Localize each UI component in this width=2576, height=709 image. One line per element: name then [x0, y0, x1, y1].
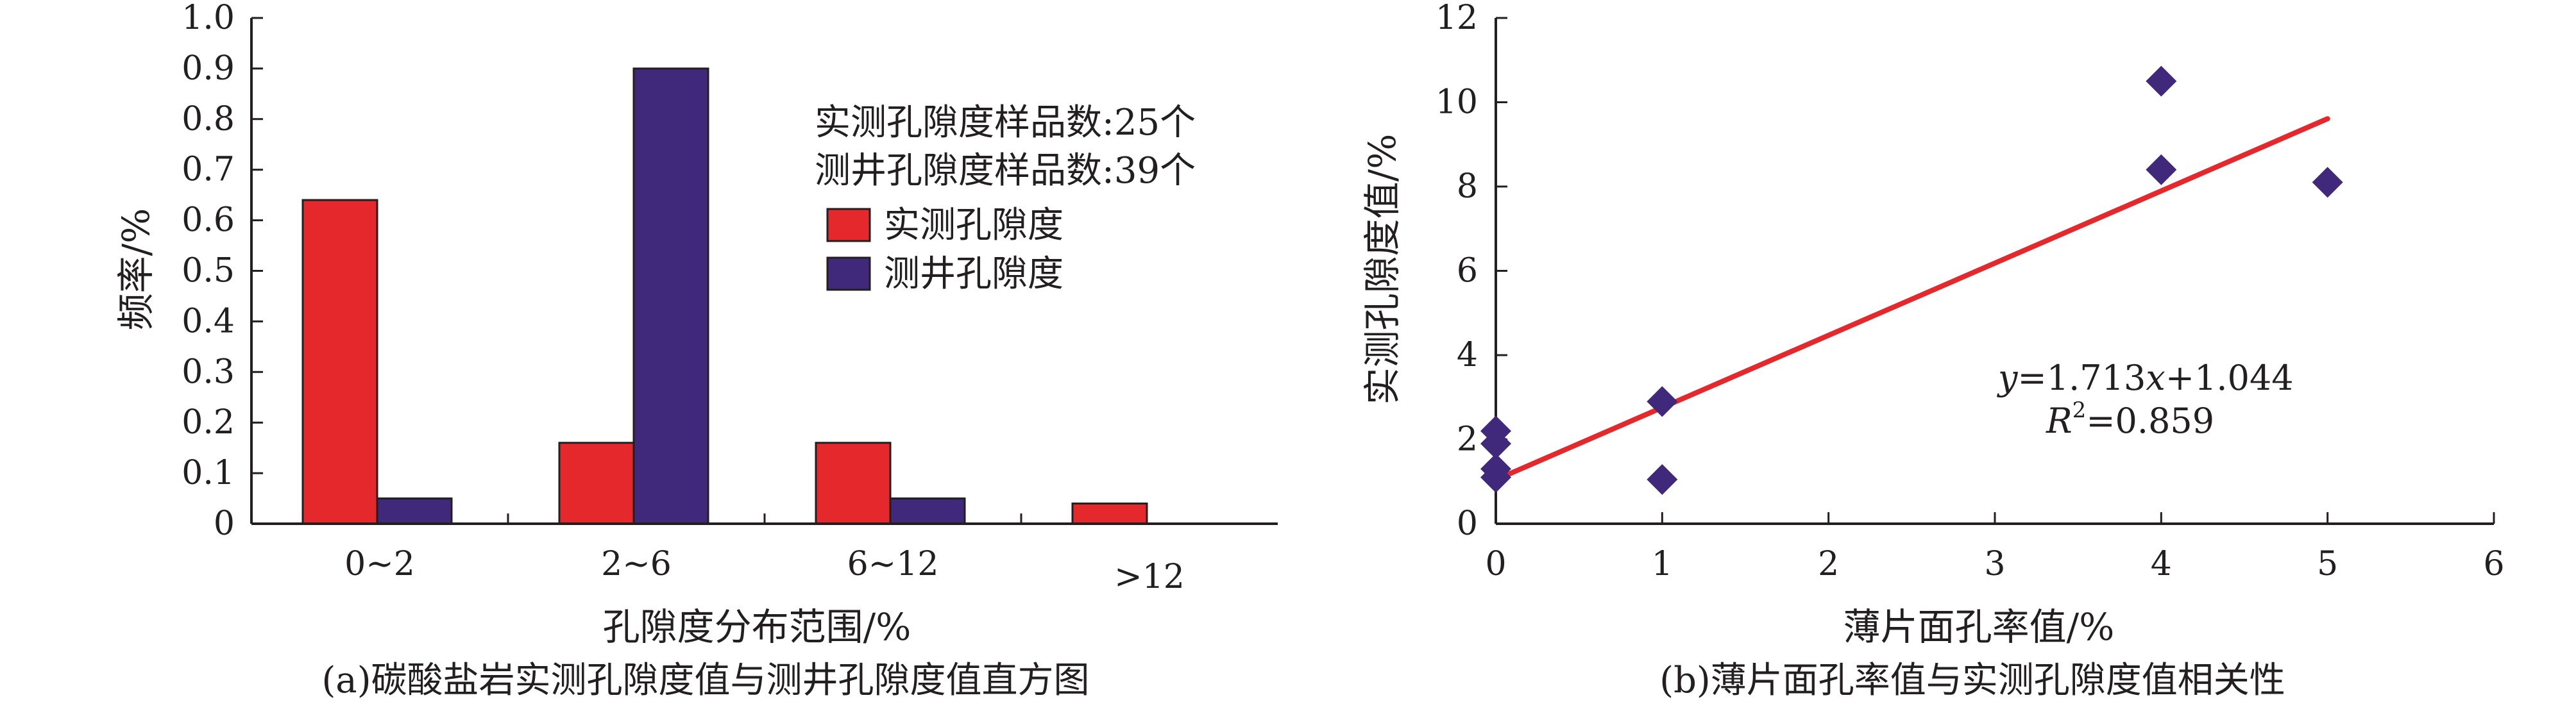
scatter-x-tick-label: 0	[1485, 545, 1506, 583]
histogram-category-label: >12	[1114, 558, 1185, 596]
scatter-y-tick-label: 4	[1457, 336, 1478, 374]
histogram-x-ticks: 0~2 2~6 6~12 >12	[344, 513, 1185, 596]
scatter-x-axis-title: 薄片面孔率值/%	[1843, 605, 2115, 649]
histogram-category-label: 2~6	[601, 545, 672, 583]
scatter-x-tick-label: 1	[1652, 545, 1673, 583]
r-squared: R2=0.859	[2046, 397, 2214, 441]
regression-equation: y=1.713x+1.044	[1997, 358, 2294, 398]
scatter-y-tick-label: 2	[1457, 421, 1478, 459]
histogram-x-axis-title: 孔隙度分布范围/%	[603, 605, 911, 649]
legend-label-logging: 测井孔隙度	[884, 253, 1063, 295]
trendline	[1493, 116, 2330, 483]
bar-logging	[376, 497, 453, 525]
histogram-y-tick-label: 0.9	[182, 49, 235, 88]
legend-swatch-logging	[826, 256, 871, 291]
bar-logging	[889, 497, 966, 525]
eq-y: y	[1997, 358, 2019, 398]
histogram-bars	[301, 67, 1148, 525]
scatter-y-tick-label: 0	[1457, 505, 1478, 543]
legend-swatch-measured	[826, 208, 871, 242]
histogram-y-tick-label: 0.1	[182, 454, 235, 492]
histogram-y-tick-label: 1.0	[182, 0, 235, 37]
histogram-category-label: 0~2	[344, 545, 415, 583]
r-symbol: R	[2046, 401, 2072, 441]
scatter-point	[2146, 65, 2177, 97]
scatter-y-tick-label: 6	[1457, 252, 1478, 290]
scatter-x-tick-label: 3	[1984, 545, 2005, 583]
histogram-y-tick-label: 0	[214, 505, 235, 543]
histogram-caption: (a)碳酸盐岩实测孔隙度值与测井孔隙度值直方图	[321, 660, 1089, 701]
histogram-y-axis-title: 频率/%	[114, 208, 158, 331]
annotation-measured-samples: 实测孔隙度样品数:25个	[815, 102, 1196, 144]
scatter-y-tick-label: 10	[1436, 83, 1478, 122]
histogram-chart: 0 0.1 0.2 0.3 0.4 0.5 0.6 0.7 0.8 0.9 1.0 0~2 2~6 6~…	[114, 0, 1278, 701]
annotation-logging-samples: 测井孔隙度样品数:39个	[815, 150, 1196, 192]
scatter-point	[1647, 386, 1678, 417]
bar-measured	[1071, 502, 1148, 525]
bar-measured	[301, 199, 378, 525]
scatter-x-tick-label: 5	[2317, 545, 2338, 583]
scatter-point	[2312, 167, 2343, 198]
scatter-point	[1480, 462, 1511, 493]
histogram-y-tick-label: 0.3	[182, 353, 235, 391]
histogram-y-tick-label: 0.7	[182, 151, 235, 189]
scatter-x-tick-label: 2	[1818, 545, 1839, 583]
scatter-point	[1647, 463, 1678, 495]
histogram-y-tick-label: 0.4	[182, 302, 235, 340]
scatter-y-axis-title: 实测孔隙度值/%	[1360, 134, 1404, 405]
histogram-y-tick-label: 0.8	[182, 100, 235, 138]
bar-measured	[558, 442, 635, 525]
r-value: =0.859	[2086, 401, 2214, 441]
bar-measured	[815, 442, 892, 525]
trendline-path	[1493, 116, 2330, 483]
histogram-y-tick-label: 0.5	[182, 252, 235, 290]
scatter-axes	[1495, 18, 2494, 525]
legend-label-measured: 实测孔隙度	[884, 204, 1063, 246]
eq-x: x	[2146, 358, 2165, 398]
histogram-axes	[250, 18, 1278, 525]
histogram-category-label: 6~12	[847, 545, 939, 583]
scatter-x-ticks: 0 1 2 3 4 5 6	[1485, 512, 2505, 583]
bar-logging	[632, 67, 709, 525]
scatter-x-tick-label: 4	[2151, 545, 2172, 583]
scatter-y-tick-label: 8	[1457, 167, 1478, 206]
histogram-y-tick-label: 0.2	[182, 403, 235, 442]
eq-coef: =1.713	[2018, 358, 2146, 398]
scatter-x-tick-label: 6	[2483, 545, 2504, 583]
scatter-y-tick-label: 12	[1436, 0, 1478, 37]
scatter-caption: (b)薄片面孔率值与实测孔隙度值相关性	[1659, 660, 2285, 701]
scatter-point	[1480, 428, 1511, 460]
histogram-y-tick-label: 0.6	[182, 201, 235, 240]
scatter-y-ticks: 0 2 4 6 8 10 12	[1436, 0, 1507, 543]
histogram-y-ticks: 0 0.1 0.2 0.3 0.4 0.5 0.6 0.7 0.8 0.9 1.0	[182, 0, 263, 543]
r-superscript: 2	[2072, 397, 2087, 423]
eq-intercept: +1.044	[2165, 358, 2294, 398]
scatter-point	[2146, 154, 2177, 185]
scatter-points	[1480, 65, 2343, 495]
